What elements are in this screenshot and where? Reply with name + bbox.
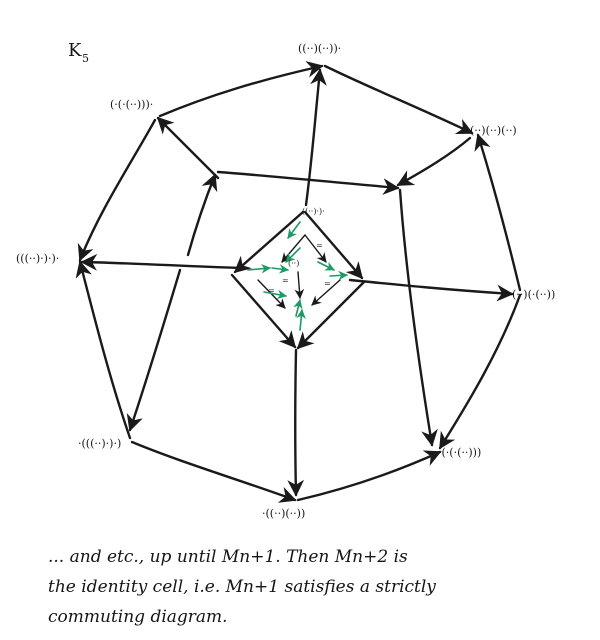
inner-arrow-5 [294, 271, 305, 299]
edge-right-bottomright [438, 293, 522, 450]
edge-topleft-top [158, 61, 324, 118]
diamond-left-bottom [230, 273, 297, 349]
note-line-2: the identity cell, i.e. Mn+1 satisfies a… [48, 577, 436, 597]
green-cell-2 [285, 247, 301, 263]
diamond-top-left [233, 210, 305, 274]
vertex-top-right: (··)(··)(··) [470, 124, 517, 137]
note-text: ... and etc., up until Mn+1. Then Mn+2 i… [48, 547, 436, 627]
green-cell-5 [329, 270, 348, 281]
green-cell-4 [271, 264, 289, 274]
green-cell-6 [317, 261, 335, 271]
diamond-right-bottom [296, 280, 366, 350]
equals-mark: = [282, 276, 289, 285]
vertex-left: (((··)·)·)· [16, 252, 59, 265]
vertex-right: (··)(·(··)) [512, 288, 555, 301]
inner-arrow-4 [311, 279, 341, 306]
title: K [68, 40, 82, 61]
equals-mark: = [268, 286, 275, 295]
vertex-bottom-right: ·(·(·(··))) [438, 446, 481, 459]
vertex-top: ((··)(··))· [298, 42, 341, 55]
green-cell-8 [296, 309, 306, 331]
vertex-top-left: (·(·(··)))· [110, 98, 153, 111]
spoke-center-right [348, 278, 514, 302]
title-subscript: 5 [82, 52, 89, 65]
spoke-top-inner [304, 68, 327, 207]
green-cell-1 [287, 221, 301, 239]
spoke-left-center [80, 253, 242, 271]
outer-edges [75, 61, 522, 503]
spoke-innerleft-bottomleft [126, 268, 182, 432]
vertex-inner-top: ((··)·)· [302, 207, 325, 216]
equals-mark: = [324, 279, 331, 288]
vertex-labels: ((··)(··))· (·(·(··)))· (··)(··)(··) (((… [16, 42, 555, 520]
center-diamond: = = = = [230, 210, 366, 350]
spoke-center-bottom [287, 348, 305, 497]
edge-left-bottomleft [75, 260, 132, 440]
green-cell-3 [247, 264, 271, 274]
edge-topright-right [474, 133, 522, 292]
green-cell-9 [293, 299, 303, 317]
ring-inner-right [398, 188, 438, 447]
diamond-top-right [303, 210, 364, 280]
ring-inner-left [186, 173, 218, 257]
edge-bottomright-bottom [296, 450, 442, 502]
vertex-bottom-left: ·(((··)·)·) [78, 437, 121, 450]
note-line-1: ... and etc., up until Mn+1. Then Mn+2 i… [48, 547, 408, 567]
equals-mark: = [316, 241, 323, 250]
spoke-topright-inner [396, 136, 472, 187]
edge-top-topright [323, 64, 474, 135]
edge-topleft-left [77, 118, 157, 262]
edge-bottomleft-bottom [130, 440, 297, 503]
inner-arrow-1 [281, 234, 306, 263]
green-cell-7 [263, 289, 287, 300]
vertex-bottom: ·((··)(··)) [262, 507, 305, 520]
inner-edges [80, 68, 514, 497]
ring-inner-top [216, 170, 400, 195]
inner-arrow-2 [304, 234, 327, 263]
note-line-3: commuting diagram. [48, 607, 228, 627]
spoke-topleft-inner [156, 116, 220, 180]
vertex-inner-mid: (··) [288, 259, 299, 268]
